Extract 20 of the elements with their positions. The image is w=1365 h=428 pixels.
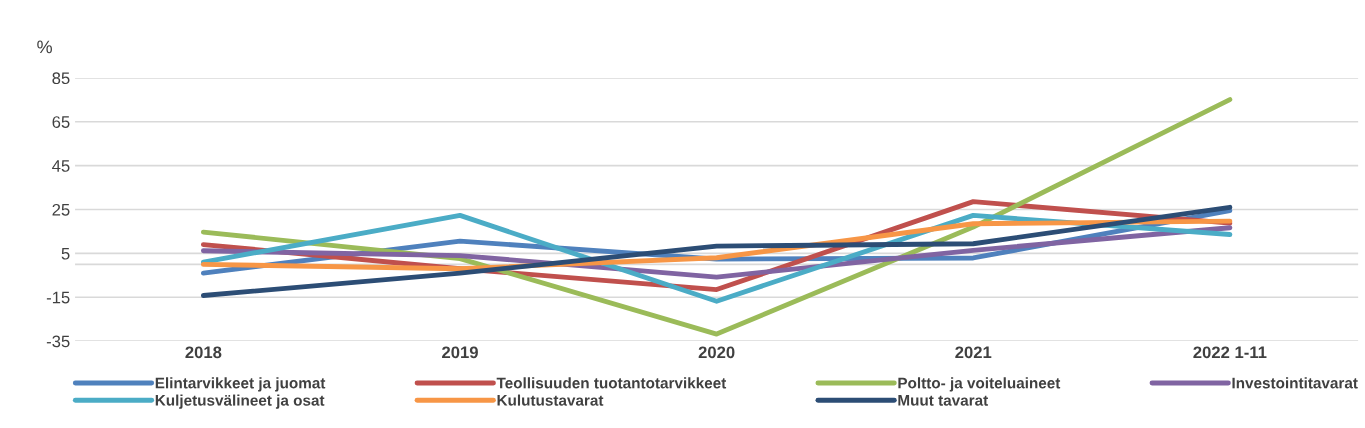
legend-label: Teollisuuden tuotantotarvikkeet: [496, 377, 727, 389]
y-tick-label: -35: [46, 335, 70, 348]
legend-label: Poltto- ja voiteluaineet: [898, 377, 1061, 392]
legend-label: Investointitavarat: [1232, 377, 1358, 389]
y-tick-label: 85: [52, 72, 70, 85]
x-tick-label: 2019: [442, 346, 478, 359]
legend-label: Muut tavarat: [898, 395, 989, 406]
legend-label: Kuljetusvälineet ja osat: [155, 394, 325, 409]
y-axis-title: %: [37, 40, 52, 54]
legend-label: Elintarvikkeet ja juomat: [155, 377, 326, 392]
y-tick-label: 25: [52, 203, 70, 216]
y-tick-label: 65: [52, 116, 70, 128]
x-tick-label: 2018: [185, 346, 222, 359]
y-tick-label: -15: [46, 291, 70, 304]
legend-label: Kulutustavarat: [497, 394, 604, 406]
y-tick-label: 45: [52, 160, 70, 172]
x-tick-label: 2021: [955, 346, 992, 359]
x-tick-label: 2020: [698, 346, 735, 359]
y-tick-label: 5: [61, 247, 70, 260]
x-tick-label: 2022 1-11: [1193, 346, 1267, 359]
